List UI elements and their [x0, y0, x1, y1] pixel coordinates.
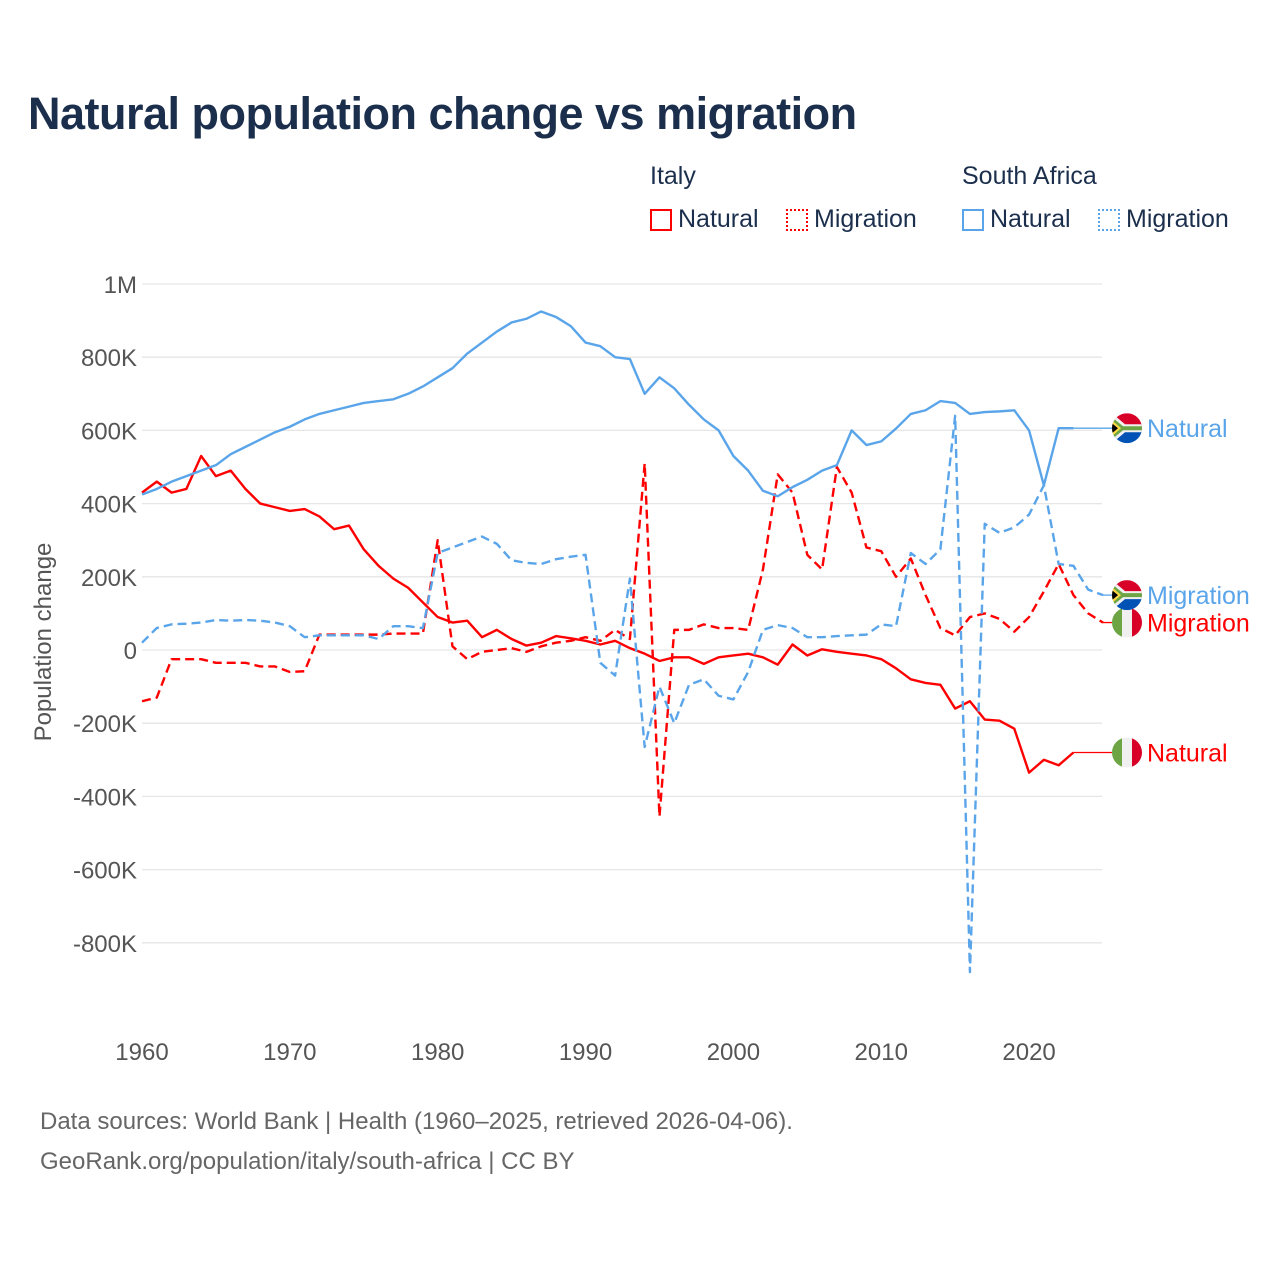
legend-label: Natural	[990, 205, 1071, 233]
x-tick-label: 1970	[263, 1039, 316, 1066]
y-tick-label: 400K	[81, 492, 137, 519]
x-tick-label: 1980	[411, 1039, 464, 1066]
series-line-italy-natural[interactable]	[141, 454, 1075, 774]
south-africa-flag-icon	[1112, 413, 1142, 444]
y-tick-label: 0	[124, 638, 137, 665]
legend-south-africa-migration[interactable]: Migration	[1098, 205, 1229, 234]
legend-swatch-dotted-icon	[1098, 208, 1120, 231]
x-tick-label: 2020	[1002, 1039, 1055, 1066]
legend-label: Migration	[1126, 205, 1229, 233]
legend-south-africa-natural[interactable]: Natural	[962, 205, 1071, 234]
y-tick-label: 800K	[81, 345, 137, 372]
x-tick-label: 1960	[115, 1039, 168, 1066]
end-label: Migration	[1147, 582, 1250, 610]
y-tick-label: -800K	[73, 931, 137, 958]
series-line-italy-migration[interactable]	[141, 462, 1104, 818]
end-label: Migration	[1147, 610, 1250, 638]
y-tick-label: -400K	[73, 784, 137, 811]
legend-italy-natural[interactable]: Natural	[650, 205, 759, 234]
italy-flag-icon	[1112, 737, 1142, 768]
footer-sources: Data sources: World Bank | Health (1960–…	[40, 1108, 793, 1135]
legend-italy-migration[interactable]: Migration	[786, 205, 917, 234]
y-tick-label: 600K	[81, 418, 137, 445]
series-line-south-africa-natural[interactable]	[141, 310, 1074, 498]
legend-label: Natural	[678, 205, 759, 233]
x-tick-label: 1990	[559, 1039, 612, 1066]
footer-link[interactable]: GeoRank.org/population/italy/south-afric…	[40, 1148, 575, 1175]
y-tick-label: -200K	[73, 711, 137, 738]
series-line-south-africa-migration[interactable]	[141, 414, 1104, 974]
legend-swatch-solid-icon	[650, 208, 672, 231]
legend-label: Migration	[814, 205, 917, 233]
legend-south-africa-heading: South Africa	[962, 162, 1097, 190]
end-label: Natural	[1147, 739, 1228, 767]
legend-swatch-dotted-icon	[786, 208, 808, 231]
italy-flag-icon	[1112, 607, 1142, 638]
x-tick-label: 2010	[855, 1039, 908, 1066]
y-tick-label: -600K	[73, 858, 137, 885]
legend-swatch-solid-icon	[962, 208, 984, 231]
y-tick-label: 200K	[81, 565, 137, 592]
chart-title: Natural population change vs migration	[28, 88, 857, 139]
south-africa-flag-icon	[1112, 580, 1142, 611]
y-axis-label: Population change	[30, 543, 57, 742]
end-label: Natural	[1147, 415, 1228, 443]
x-tick-label: 2000	[707, 1039, 760, 1066]
legend-italy-heading: Italy	[650, 162, 696, 190]
y-tick-label: 1M	[104, 272, 137, 299]
